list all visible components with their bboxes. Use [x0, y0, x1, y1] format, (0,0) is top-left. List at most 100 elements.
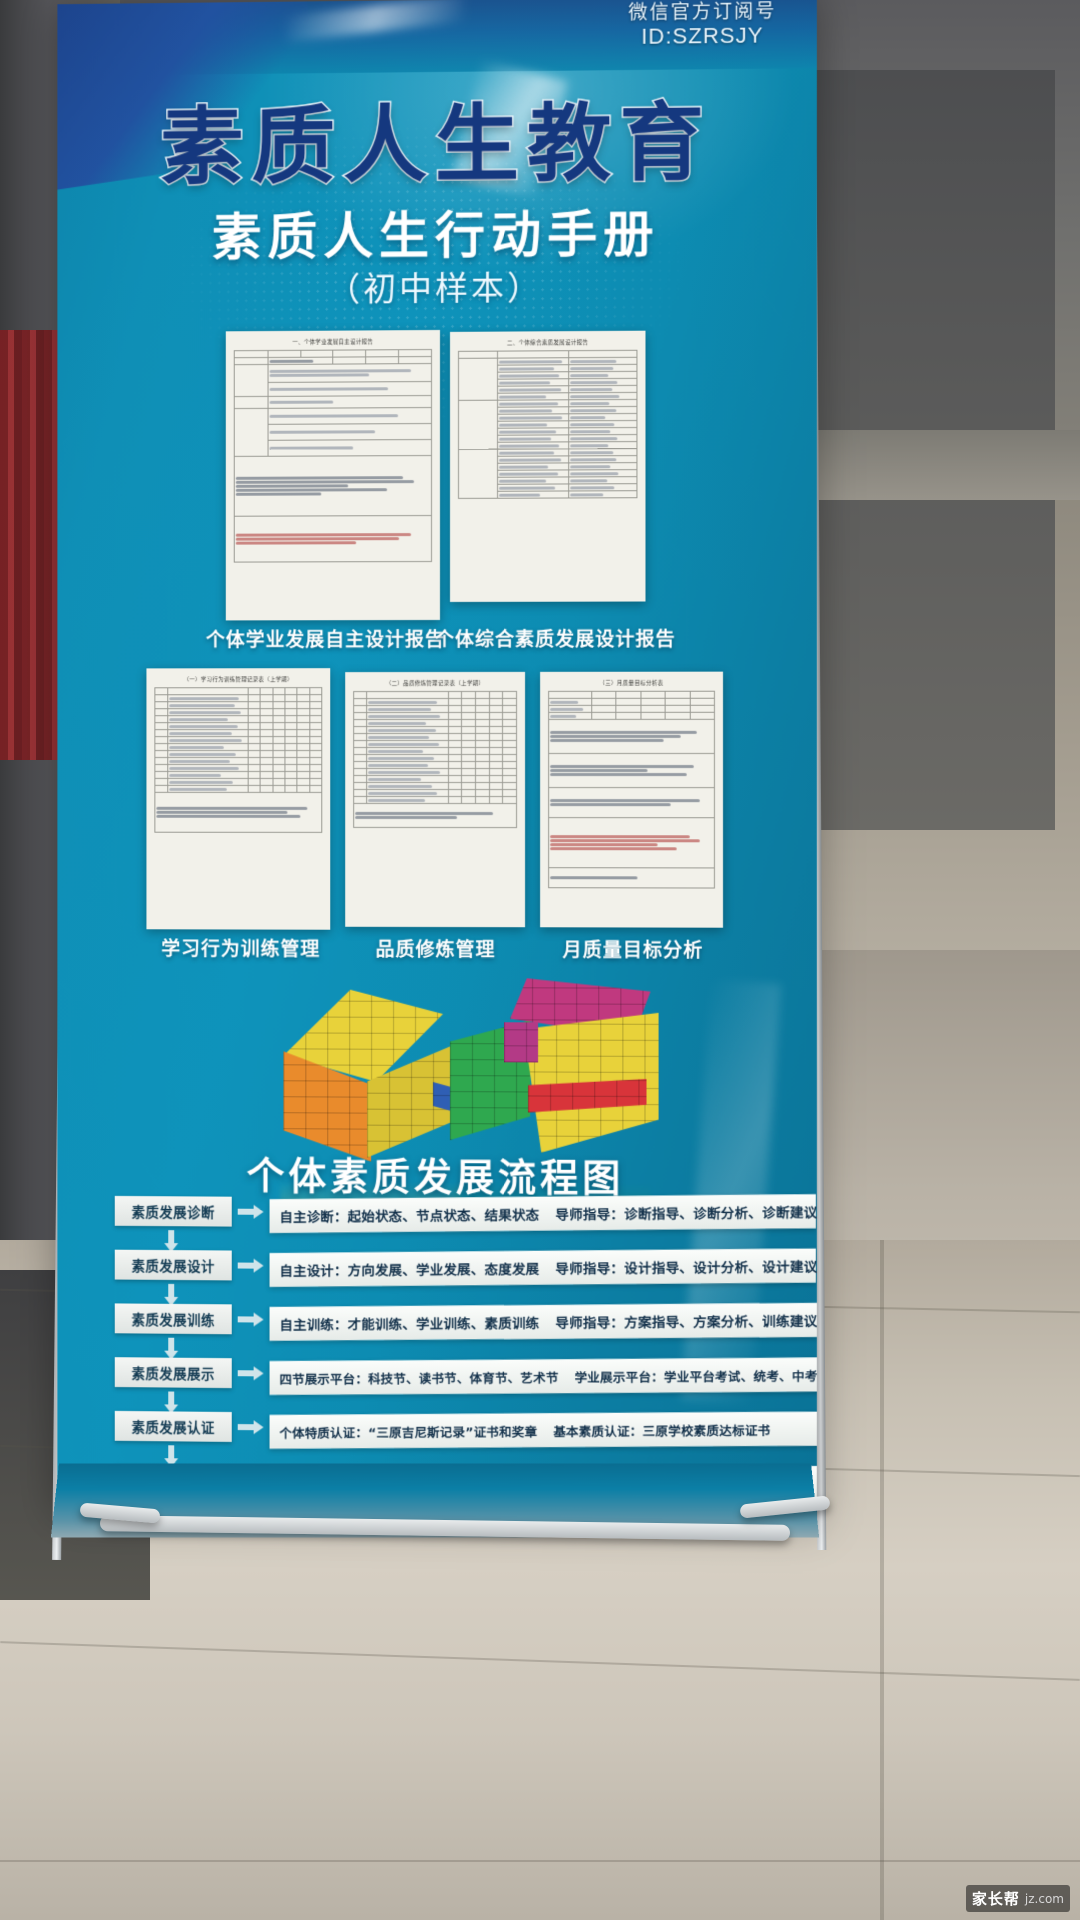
table-row	[353, 740, 517, 748]
floor-seam	[880, 1240, 884, 1920]
arrow-down-icon	[164, 1391, 179, 1414]
table-row	[154, 743, 322, 751]
table-row	[154, 764, 322, 772]
table-row	[234, 407, 432, 457]
table-row	[154, 757, 322, 765]
flow-row-2: 素质发展设计 自主设计：方向发展、学业发展、态度发展 导师指导：设计指导、设计分…	[114, 1248, 817, 1287]
flow-row-4: 素质发展展示 四节展示平台：科技节、读书节、体育节、艺术节 学业展示平台：学业平…	[114, 1355, 817, 1396]
watermark-name: 家长帮	[971, 1890, 1020, 1908]
flow-badge-4: 素质发展展示	[114, 1357, 232, 1389]
flow-row-3: 素质发展训练 自主训练：才能训练、学业训练、素质训练 导师指导：方案指导、方案分…	[114, 1301, 817, 1341]
flow-content-4: 四节展示平台：科技节、读书节、体育节、艺术节 学业展示平台：学业平台考试、统考、…	[269, 1357, 817, 1396]
doc-1-heading: 一、个体学业发展自主设计报告	[292, 339, 374, 346]
flow-left-3: 自主训练：才能训练、学业训练、素质训练	[279, 1315, 540, 1334]
wechat-id: ID:SZRSJY	[641, 22, 764, 50]
doc-4-table	[353, 691, 517, 828]
table-row	[154, 736, 322, 744]
table-row	[548, 817, 715, 868]
table-row	[353, 782, 517, 790]
arrow-down-icon	[164, 1283, 179, 1306]
arrow-right-icon	[232, 1366, 270, 1381]
table-row	[353, 754, 517, 762]
page-title: 素质人生教育	[159, 92, 714, 198]
arrow-down-icon	[164, 1337, 179, 1360]
flow-right-4: 学业展示平台：学业平台考试、统考、中考、高考	[574, 1367, 817, 1385]
flow-left-1: 自主诊断：起始状态、节点状态、结果状态	[279, 1207, 540, 1227]
table-row	[353, 747, 517, 755]
roll-up-banner: 微信官方订阅号 ID:SZRSJY 素质人生教育 素质人生行动手册 （初中样本）…	[57, 0, 817, 1525]
flow-right-3: 导师指导：方案指导、方案分析、训练建议	[555, 1313, 817, 1332]
cube-right-magenta-tile	[504, 1022, 539, 1063]
document-caption-4: 品质修炼管理	[375, 938, 496, 962]
table-row	[353, 719, 517, 727]
table-row	[154, 778, 322, 786]
document-scan-4: （二）品质修炼管理记录表（上学期）	[345, 671, 526, 928]
flow-row-5: 素质发展认证 个体特质认证：“三原吉尼斯记录”证书和奖章 基本素质认证：三原学校…	[114, 1409, 817, 1450]
table-row	[548, 753, 715, 788]
flow-badge-3: 素质发展训练	[114, 1303, 232, 1335]
table-row	[353, 768, 517, 776]
arrow-down-icon	[164, 1230, 179, 1253]
doc-1-table	[234, 349, 432, 563]
table-row	[154, 785, 322, 793]
arrow-right-icon	[232, 1420, 270, 1435]
arrow-right-icon	[232, 1204, 270, 1219]
flow-left-4: 四节展示平台：科技节、读书节、体育节、艺术节	[279, 1369, 559, 1387]
flow-badge-5: 素质发展认证	[114, 1410, 232, 1442]
table-row	[353, 775, 517, 783]
table-row	[234, 455, 432, 517]
table-row	[154, 771, 322, 779]
table-row	[234, 515, 432, 563]
doc-5-table	[548, 691, 715, 889]
flow-row-1: 素质发展诊断 自主诊断：起始状态、节点状态、结果状态 导师指导：诊断指导、诊断分…	[114, 1194, 817, 1234]
doc-3-table	[154, 687, 322, 833]
arrow-right-icon	[232, 1312, 270, 1327]
flow-left-5: 个体特质认证：“三原吉尼斯记录”证书和奖章	[279, 1423, 538, 1441]
rubiks-cube-right	[450, 960, 661, 1171]
watermark: 家长帮 jz.com	[965, 1885, 1070, 1912]
flow-right-1: 导师指导：诊断指导、诊断分析、诊断建议	[555, 1205, 817, 1224]
wechat-label: 微信官方订阅号	[628, 0, 777, 24]
arrow-down-icon	[164, 1445, 179, 1468]
table-row	[548, 867, 715, 889]
flow-content-3: 自主训练：才能训练、学业训练、素质训练 导师指导：方案指导、方案分析、训练建议	[269, 1302, 817, 1341]
table-row	[154, 792, 322, 833]
flow-right-5: 基本素质认证：三原学校素质达标证书	[553, 1422, 771, 1439]
document-scan-2: 二、个体综合素质发展设计报告	[449, 330, 646, 602]
table-row	[353, 733, 517, 741]
arrow-right-icon	[232, 1258, 270, 1273]
doc-3-heading: （一）学习行为训练管理记录表（上学期）	[183, 677, 293, 684]
document-scan-3: （一）学习行为训练管理记录表（上学期）	[146, 668, 331, 930]
table-row	[154, 750, 322, 758]
table-row	[234, 363, 432, 397]
document-caption-5: 月质量目标分析	[562, 939, 704, 962]
document-caption-2: 个体综合素质发展设计报告	[434, 628, 676, 651]
flow-content-2: 自主设计：方向发展、学业发展、态度发展 导师指导：设计指导、设计分析、设计建议	[269, 1248, 817, 1287]
document-scan-5: （三）月质量目标分析表	[540, 671, 724, 928]
wechat-subscription-block: 微信官方订阅号 ID:SZRSJY	[628, 0, 776, 50]
table-row	[353, 761, 517, 769]
floor-seam	[0, 1860, 1080, 1862]
table-row	[548, 787, 715, 818]
document-caption-3: 学习行为训练管理	[161, 938, 321, 961]
table-row	[353, 789, 517, 797]
flow-right-2: 导师指导：设计指导、设计分析、设计建议	[555, 1259, 817, 1278]
doc-2-heading: 二、个体综合素质发展设计报告	[506, 340, 589, 347]
table-row	[234, 395, 432, 409]
flow-left-2: 自主设计：方向发展、学业发展、态度发展	[279, 1261, 540, 1280]
table-row	[353, 726, 517, 734]
flow-content-1: 自主诊断：起始状态、节点状态、结果状态 导师指导：诊断指导、诊断分析、诊断建议	[269, 1194, 817, 1234]
watermark-domain: jz.com	[1024, 1891, 1064, 1906]
table-row	[154, 729, 322, 737]
rubiks-cube-left	[275, 989, 464, 1170]
flow-content-5: 个体特质认证：“三原吉尼斯记录”证书和奖章 基本素质认证：三原学校素质达标证书	[269, 1411, 817, 1449]
flow-badge-2: 素质发展设计	[114, 1249, 232, 1281]
flow-badge-1: 素质发展诊断	[114, 1195, 232, 1227]
table-row	[353, 803, 517, 828]
doc-5-heading: （三）月质量目标分析表	[599, 680, 664, 687]
page-title-note: （初中样本）	[327, 268, 544, 309]
table-row	[548, 719, 715, 754]
doc-4-heading: （二）品质修炼管理记录表（上学期）	[385, 680, 485, 688]
document-scan-1: 一、个体学业发展自主设计报告	[225, 329, 440, 621]
